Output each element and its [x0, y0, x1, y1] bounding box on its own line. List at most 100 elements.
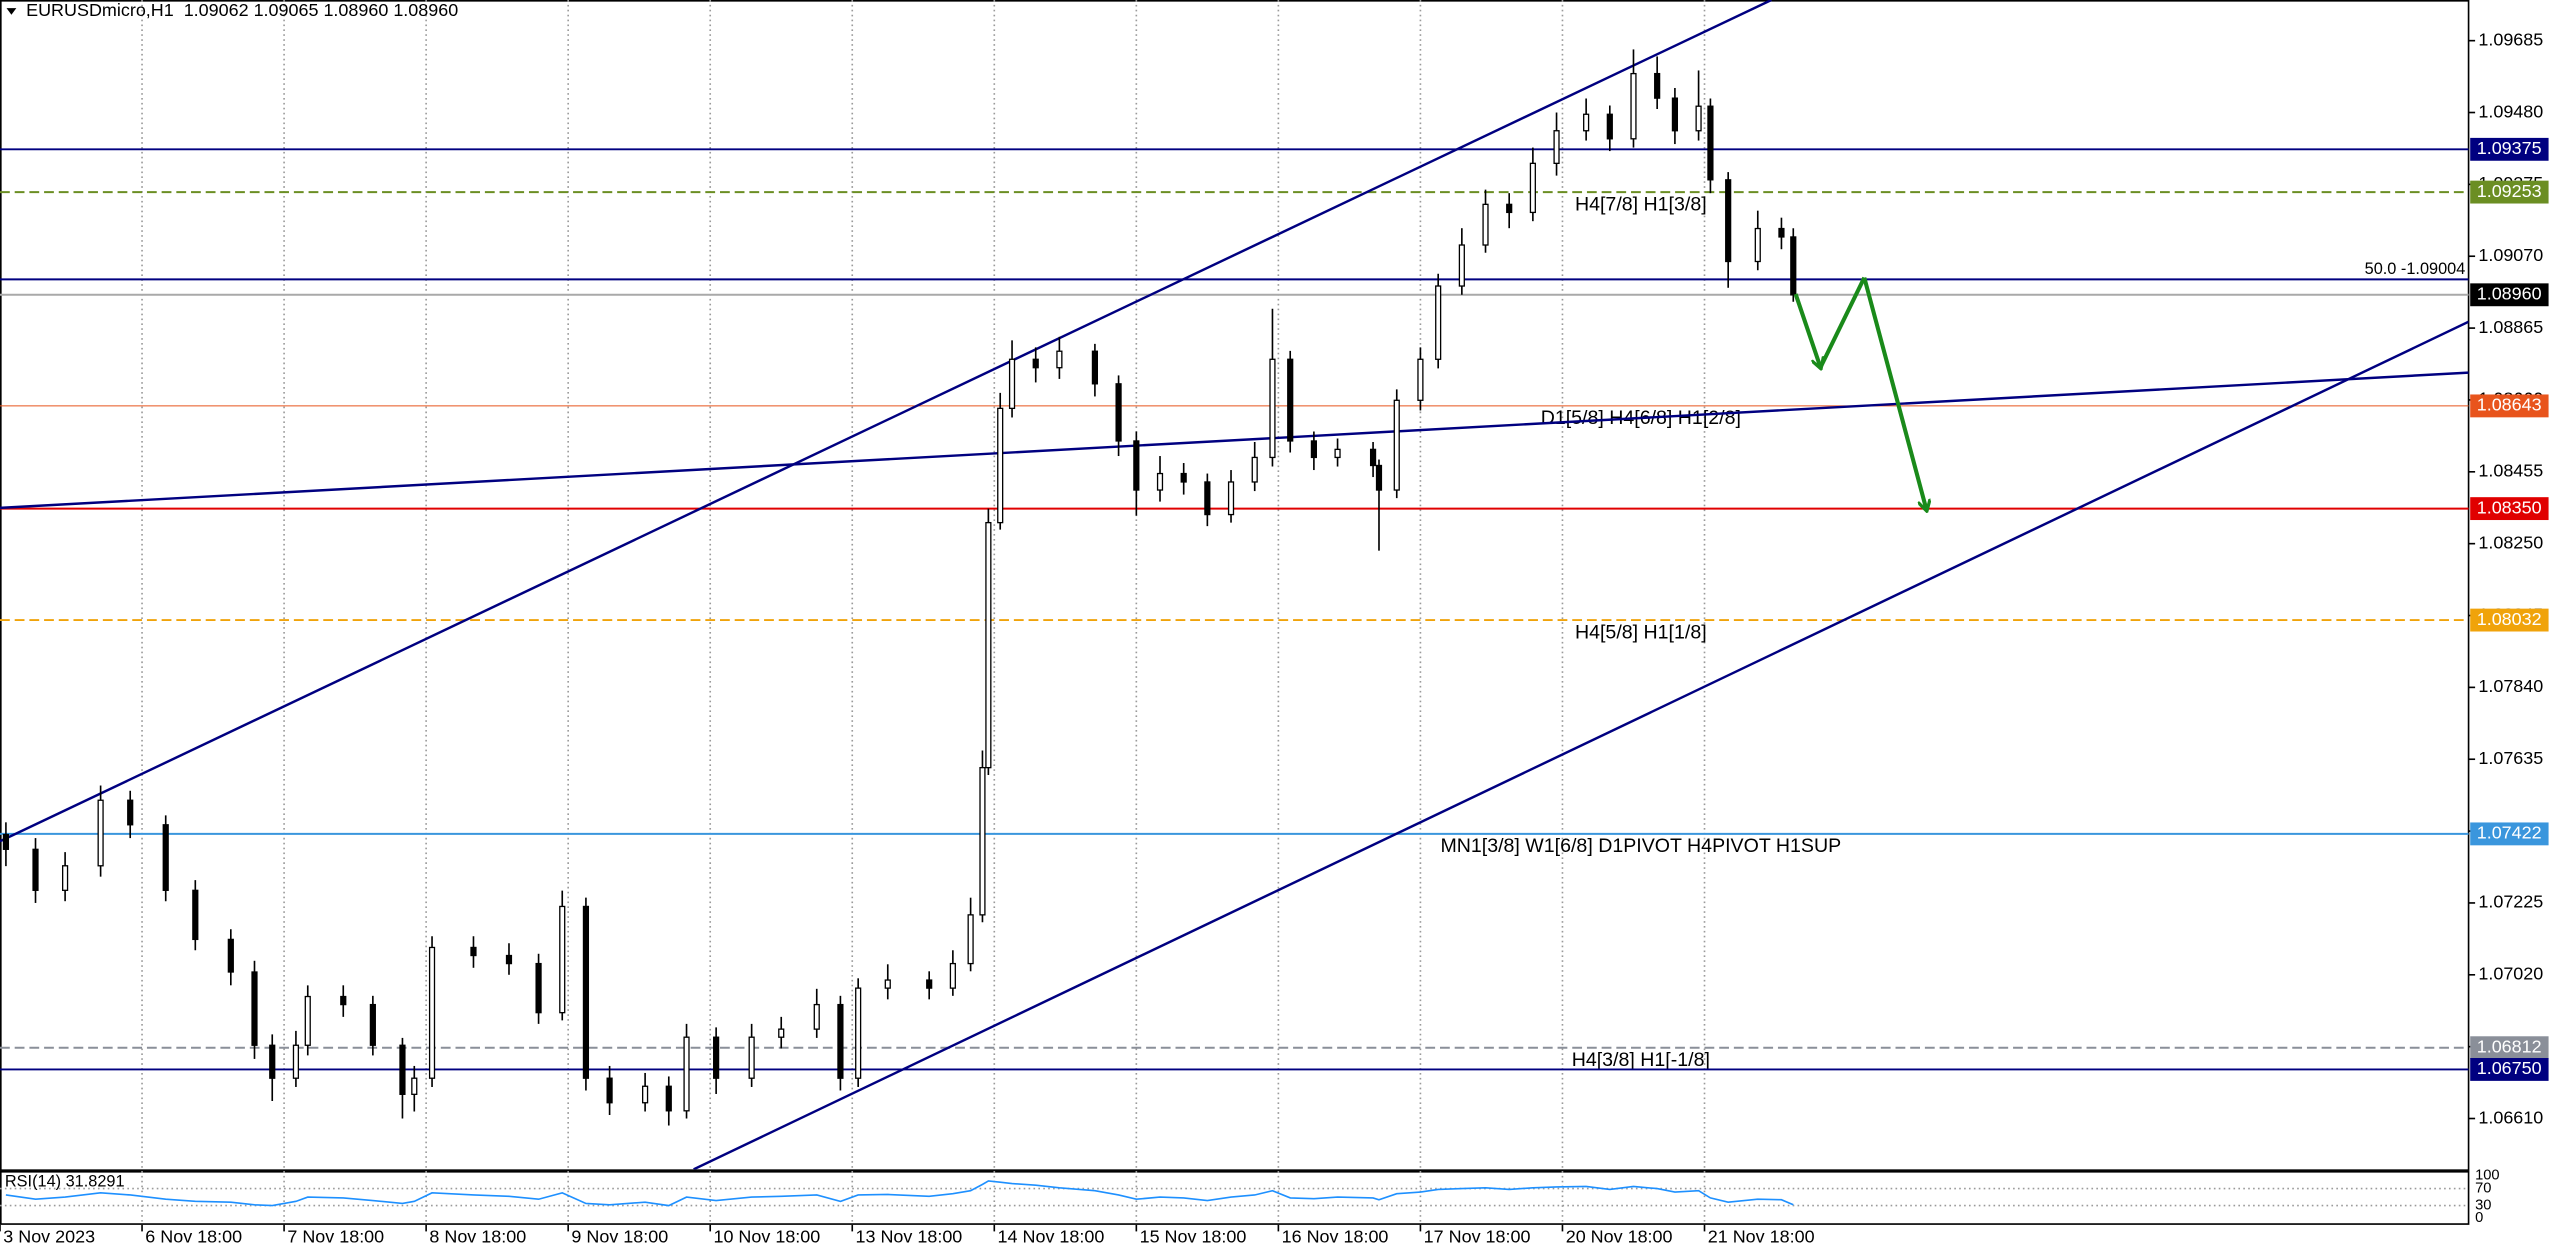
rsi-tick-label: 70 [2475, 1180, 2491, 1196]
trendline [0, 371, 2469, 510]
price-label: 1.07422 [2477, 823, 2542, 843]
candle-body [1606, 113, 1613, 140]
y-tick-label: 1.08250 [2478, 532, 2543, 552]
symbol-header: EURUSDmicro,H1 1.09062 1.09065 1.08960 1… [26, 0, 458, 20]
y-tick-label: 1.08865 [2478, 317, 2543, 337]
candle-body [62, 865, 69, 891]
x-tick-label: 9 Nov 18:00 [571, 1227, 668, 1247]
x-tick-label: 17 Nov 18:00 [1424, 1227, 1531, 1247]
rsi-line [5, 1180, 1794, 1207]
price-label: 1.08032 [2477, 609, 2542, 629]
candle-body [1310, 440, 1317, 459]
candle-body [1754, 227, 1761, 263]
candle-body [1435, 285, 1442, 360]
candle-body [1375, 464, 1383, 491]
y-tick-label: 1.09685 [2478, 29, 2543, 49]
candle-body [1269, 358, 1276, 459]
price-label: 1.06812 [2477, 1036, 2542, 1056]
price-label-box [2470, 608, 2549, 632]
candle-body [855, 987, 862, 1079]
candle-body [399, 1044, 406, 1095]
y-tick-label: 1.07020 [2478, 964, 2543, 984]
candle-body [470, 946, 477, 957]
candle-body [642, 1085, 649, 1104]
trendline [0, 0, 1772, 843]
candle-body [1287, 358, 1294, 442]
candle-body [778, 1028, 785, 1038]
candle-body [884, 979, 891, 989]
candle-body [837, 1003, 844, 1079]
candle-body [251, 971, 258, 1046]
menu-triangle [6, 8, 17, 15]
candle-body [582, 905, 590, 1079]
price-label-box [2470, 497, 2549, 521]
candle-body [683, 1036, 690, 1112]
y-tick-label: 1.07635 [2478, 748, 2543, 768]
candle-body [505, 954, 513, 965]
candle-body [1251, 456, 1258, 483]
y-tick-label: 1.08455 [2478, 461, 2543, 481]
candle-body [606, 1077, 613, 1104]
price-label-box [2470, 137, 2549, 161]
price-label: 1.09253 [2477, 181, 2542, 201]
x-tick-label: 20 Nov 18:00 [1566, 1227, 1673, 1247]
candle-body [1707, 105, 1714, 181]
candle-body [1180, 472, 1187, 483]
candle-body [1056, 350, 1063, 369]
level-annotation: H4[7/8] H1[3/8] [1575, 193, 1707, 215]
candle-body [227, 938, 234, 973]
overlay-layer: 1.09375 1.09253 1.08960 1.08643 1.08350 1.080… [5, 137, 2549, 1207]
x-tick-label: 7 Nov 18:00 [287, 1227, 384, 1247]
candles-layer [2, 49, 1797, 1126]
y-tick-label: 1.07840 [2478, 676, 2543, 696]
trendline [693, 320, 2469, 1170]
candle-body [1417, 358, 1424, 401]
main-pane-frame [0, 0, 2470, 1171]
candle-body [292, 1044, 300, 1079]
candle-body [1156, 472, 1164, 491]
x-tick-label: 10 Nov 18:00 [713, 1227, 820, 1247]
candle-body [1778, 227, 1785, 238]
candle-body [997, 407, 1004, 524]
candle-body [1369, 448, 1377, 467]
level-annotation: MN1[3/8] W1[6/8] D1PIVOT H4PIVOT H1SUP [1440, 835, 1841, 857]
candle-body [967, 914, 974, 965]
candle-body [748, 1036, 755, 1079]
x-tick-label: 14 Nov 18:00 [998, 1227, 1105, 1247]
candle-body [127, 799, 134, 826]
forecast-arrow [1862, 277, 1926, 510]
price-label-box [2470, 394, 2549, 418]
candle-body [1204, 481, 1211, 516]
candle-body [985, 521, 992, 769]
candle-body [1393, 399, 1400, 491]
candle-body [1790, 236, 1797, 296]
candle-body [2, 833, 10, 850]
price-label-box [2470, 1058, 2549, 1081]
y-tick-label: 1.09070 [2478, 245, 2543, 265]
candle-body [369, 1003, 376, 1046]
candle-body [1506, 203, 1513, 214]
price-label: 1.08350 [2477, 497, 2542, 517]
candle-body [1133, 440, 1140, 491]
rsi-tick-label: 0 [2475, 1210, 2483, 1226]
candle-body [1654, 72, 1661, 99]
rsi-pane-frame [0, 1170, 2470, 1225]
candle-body [926, 979, 933, 989]
candle-body [162, 824, 169, 891]
price-label-box [2470, 1036, 2549, 1060]
price-label-box [2470, 283, 2549, 307]
candle-body [340, 995, 347, 1006]
forecast-arrow [1793, 293, 1821, 367]
rsi-tick-label: 30 [2475, 1197, 2491, 1213]
candle-body [1032, 358, 1039, 369]
candle-body [949, 962, 956, 989]
candle-body [269, 1044, 276, 1079]
candle-body [1671, 97, 1679, 132]
candle-body [713, 1036, 720, 1079]
candle-body [1091, 350, 1099, 385]
candle-body [1583, 113, 1590, 132]
candle-body [979, 766, 986, 916]
candle-body [1695, 105, 1702, 132]
